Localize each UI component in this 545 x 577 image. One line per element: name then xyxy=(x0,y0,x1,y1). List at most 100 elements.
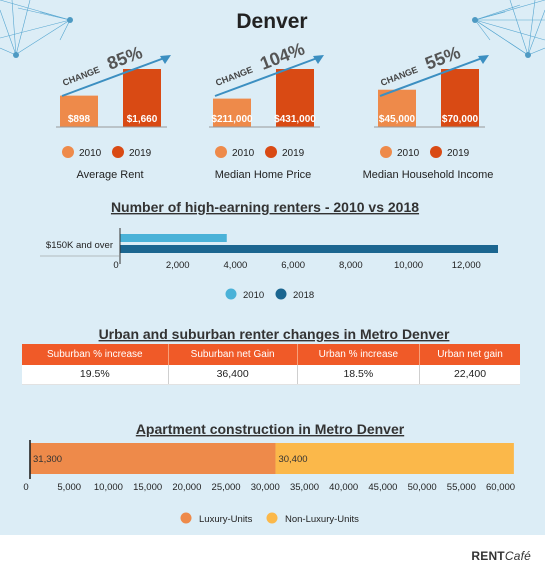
legend-swatch-2010 xyxy=(380,146,392,158)
legend-swatch-2010 xyxy=(225,288,237,300)
x-tick-label: 30,000 xyxy=(251,482,280,493)
network-line xyxy=(474,19,545,41)
change-arrow xyxy=(214,56,321,97)
arrow-head xyxy=(313,55,324,64)
brand-rent: RENT xyxy=(471,549,505,563)
chart-title: Number of high-earning renters - 2010 vs… xyxy=(111,199,419,215)
network-node xyxy=(525,52,531,58)
legend-swatch-2019 xyxy=(112,146,124,158)
legend-swatch-non-luxury xyxy=(266,512,278,524)
apartment-chart: Apartment construction in Metro Denver 31… xyxy=(23,421,515,525)
change-arrow xyxy=(61,56,168,97)
table-header-cell: Suburban net Gain xyxy=(168,344,298,365)
table-header-cell: Suburban % increase xyxy=(22,344,169,365)
change-arrow xyxy=(379,56,486,97)
footer xyxy=(0,535,545,577)
table-header-row: Suburban % increase Suburban net Gain Ur… xyxy=(22,344,520,365)
category-label: $150K and over xyxy=(46,240,113,251)
legend-label: 2019 xyxy=(129,148,152,159)
x-tick-label: 15,000 xyxy=(133,482,162,493)
network-line xyxy=(11,0,17,56)
legend-swatch-2019 xyxy=(265,146,277,158)
x-tick-label: 0 xyxy=(23,482,28,493)
x-tick-label: 60,000 xyxy=(486,482,515,493)
x-tick-label: 10,000 xyxy=(94,482,123,493)
bar-2018 xyxy=(120,245,498,253)
page-title: Denver xyxy=(236,10,307,33)
change-percent: 104% xyxy=(257,39,307,74)
x-tick-label: 45,000 xyxy=(368,482,397,493)
x-tick-label: 40,000 xyxy=(329,482,358,493)
bar xyxy=(213,98,251,127)
bar-value-label: $431,000 xyxy=(274,114,316,125)
network-line xyxy=(509,0,529,56)
bar-value-label: $898 xyxy=(68,114,91,125)
network-line xyxy=(527,0,536,56)
high-earning-chart: Number of high-earning renters - 2010 vs… xyxy=(40,199,498,301)
table-row: 19.5% 36,400 18.5% 22,400 xyxy=(22,365,520,385)
network-node xyxy=(472,17,478,23)
change-percent: 55% xyxy=(422,42,463,74)
network-node xyxy=(67,17,73,23)
x-tick-label: 0 xyxy=(113,260,118,271)
bar-value-label: $1,660 xyxy=(127,114,158,125)
mini-chart-title: Median Household Income xyxy=(363,169,494,181)
legend-label: 2010 xyxy=(232,148,255,159)
bar xyxy=(378,89,416,127)
legend-swatch-2010 xyxy=(62,146,74,158)
bar xyxy=(441,69,479,127)
legend-swatch-2019 xyxy=(430,146,442,158)
table-cell: 19.5% xyxy=(22,365,169,385)
mini-chart-title: Average Rent xyxy=(76,169,143,181)
bar xyxy=(276,69,314,127)
table-header-cell: Urban net gain xyxy=(419,344,520,365)
rentcafe-logo: RENTCafé xyxy=(471,549,531,563)
network-node xyxy=(13,52,19,58)
bar xyxy=(60,95,98,127)
x-tick-label: 5,000 xyxy=(57,482,81,493)
network-line xyxy=(474,4,521,21)
brand-cafe: Café xyxy=(504,549,531,563)
chart-title: Apartment construction in Metro Denver xyxy=(136,421,405,437)
network-line xyxy=(0,9,17,56)
legend-label: 2019 xyxy=(282,148,305,159)
change-percent: 85% xyxy=(104,42,145,74)
network-line xyxy=(474,19,491,41)
mini-chart-title: Median Home Price xyxy=(215,169,312,181)
table-header-cell: Urban % increase xyxy=(297,344,421,365)
x-tick-label: 20,000 xyxy=(172,482,201,493)
legend-label: 2010 xyxy=(243,290,264,301)
legend-label: 2010 xyxy=(79,148,102,159)
x-tick-label: 8,000 xyxy=(339,260,363,271)
network-decoration xyxy=(0,0,545,58)
x-tick-label: 25,000 xyxy=(212,482,241,493)
x-tick-label: 10,000 xyxy=(394,260,423,271)
network-line xyxy=(14,19,71,56)
network-line xyxy=(0,19,71,39)
x-tick-label: 50,000 xyxy=(408,482,437,493)
network-line xyxy=(39,11,71,21)
x-tick-label: 55,000 xyxy=(447,482,476,493)
bar-non-luxury xyxy=(275,443,514,474)
network-line xyxy=(15,0,31,56)
table-cell: 36,400 xyxy=(168,365,298,385)
x-tick-label: 2,000 xyxy=(166,260,190,271)
bar-luxury xyxy=(30,443,276,474)
legend-swatch-luxury xyxy=(180,512,192,524)
network-line xyxy=(17,7,71,21)
table-cell: 22,400 xyxy=(419,365,520,385)
arrow-head xyxy=(478,55,489,64)
legend-swatch-2010 xyxy=(215,146,227,158)
legend-label: 2018 xyxy=(293,290,314,301)
bar-value-label: 31,300 xyxy=(33,454,62,465)
bar-value-label: $70,000 xyxy=(442,114,479,125)
arrow-head xyxy=(160,55,171,64)
bar-2010 xyxy=(120,234,227,242)
network-line xyxy=(59,19,71,41)
network-line xyxy=(527,9,545,56)
table-title: Urban and suburban renter changes in Met… xyxy=(99,326,450,342)
